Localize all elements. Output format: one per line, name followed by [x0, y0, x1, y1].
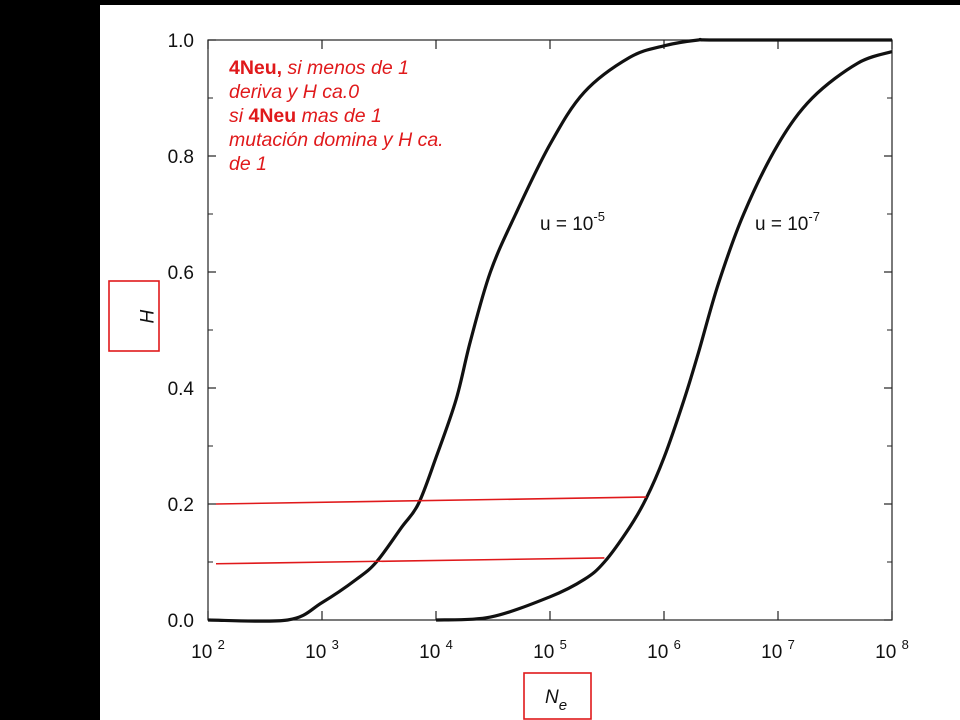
- xlabel-box: [523, 672, 592, 720]
- note-line-1: 4Neu, si menos de 1: [229, 56, 559, 80]
- note-text: de 1: [229, 153, 267, 175]
- annotation-note: 4Neu, si menos de 1 deriva y H ca.0 si 4…: [229, 56, 559, 176]
- y-tick-label: 0.6: [168, 263, 194, 284]
- reference-lines: [215, 496, 647, 565]
- y-tick-label: 0.4: [168, 379, 195, 400]
- axis-labels: H Ne: [108, 280, 592, 720]
- reference-line-2: [215, 557, 605, 565]
- y-tick-label: 0.0: [168, 611, 194, 632]
- curves: u = 10-5 u = 10-7: [207, 37, 893, 623]
- x-tick-label: 10 4: [419, 637, 453, 663]
- note-line-5: de 1: [229, 152, 559, 176]
- note-text: deriva y H ca.0: [229, 81, 360, 103]
- ylabel-box: [108, 280, 160, 352]
- note-text: mas de 1: [296, 105, 382, 127]
- x-tick-label: 10 6: [647, 637, 681, 663]
- axis-ticks: 0.0 0.2 0.4 0.6 0.8 1.0 10 2 10 3 10 4 10 5 10 6 10…: [168, 31, 909, 663]
- note-text: si menos de 1: [282, 57, 409, 79]
- note-term: 4Neu,: [229, 57, 283, 79]
- x-axis-label: Ne: [545, 687, 567, 714]
- curve-label-1: u = 10-5: [540, 209, 605, 235]
- note-line-3: si 4Neu mas de 1: [229, 104, 559, 128]
- y-tick-label: 1.0: [168, 31, 194, 52]
- curve-series-2: [435, 50, 893, 622]
- reference-line-1: [215, 496, 647, 505]
- figure-panel: [100, 5, 960, 720]
- note-term: 4Neu: [248, 105, 297, 127]
- curve-series-1: [207, 37, 892, 623]
- note-text: mutación domina y H ca.: [229, 129, 444, 151]
- note-line-4: mutación domina y H ca.: [229, 128, 559, 152]
- curve-label-2: u = 10-7: [755, 209, 820, 235]
- y-axis-label: H: [135, 309, 156, 323]
- y-tick-label: 0.2: [168, 495, 194, 516]
- note-line-2: deriva y H ca.0: [229, 80, 559, 104]
- x-tick-label: 10 5: [533, 637, 567, 663]
- y-tick-label: 0.8: [168, 147, 194, 168]
- x-tick-label: 10 2: [191, 637, 225, 663]
- note-text: si: [229, 105, 249, 127]
- x-tick-label: 10 3: [305, 637, 339, 663]
- x-tick-label: 10 8: [875, 637, 909, 663]
- x-tick-label: 10 7: [761, 637, 795, 663]
